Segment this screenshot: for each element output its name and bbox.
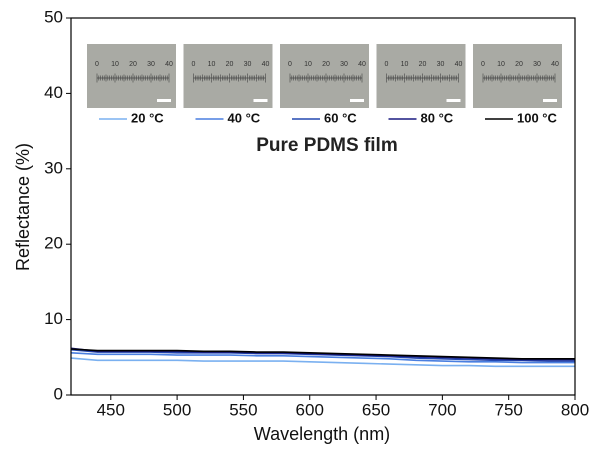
- x-tick-label: 450: [97, 400, 125, 419]
- ruler-label: 10: [304, 61, 312, 68]
- x-tick-label: 550: [229, 400, 257, 419]
- series-line: [70, 357, 575, 368]
- ruler-label: 20: [322, 61, 330, 68]
- series-line: [70, 351, 575, 364]
- ruler-label: 20: [419, 61, 427, 68]
- ruler-label: 30: [437, 61, 445, 68]
- scale-bar: [253, 99, 268, 102]
- ruler-label: 40: [358, 61, 366, 68]
- ruler-label: 30: [244, 61, 252, 68]
- legend-label: 20 °C: [131, 110, 164, 125]
- ruler-label: 0: [385, 61, 389, 68]
- ruler-label: 40: [551, 61, 559, 68]
- scale-bar: [446, 99, 461, 102]
- x-tick-label: 650: [362, 400, 390, 419]
- annotation: Pure PDMS film: [256, 135, 397, 156]
- series-line: [70, 348, 575, 360]
- y-tick-label: 30: [44, 158, 63, 177]
- legend-label: 80 °C: [421, 110, 454, 125]
- ruler-label: 20: [226, 61, 234, 68]
- x-tick-label: 750: [494, 400, 522, 419]
- legend-label: 60 °C: [324, 110, 357, 125]
- y-tick-label: 50: [44, 7, 63, 26]
- scale-bar: [543, 99, 557, 102]
- scale-bar: [157, 99, 171, 102]
- legend-label: 100 °C: [517, 110, 558, 125]
- x-tick-label: 700: [428, 400, 456, 419]
- x-tick-label: 500: [163, 400, 191, 419]
- ruler-label: 40: [455, 61, 463, 68]
- x-axis-label: Wavelength (nm): [254, 424, 390, 444]
- ruler-label: 30: [147, 61, 155, 68]
- y-tick-label: 20: [44, 234, 63, 253]
- x-tick-label: 800: [561, 400, 589, 419]
- plot-frame: [70, 17, 576, 396]
- scale-bar: [350, 99, 364, 102]
- legend-label: 40 °C: [228, 110, 261, 125]
- ruler-label: 10: [111, 61, 119, 68]
- ruler-label: 0: [481, 61, 485, 68]
- ruler-label: 0: [192, 61, 196, 68]
- y-tick-label: 10: [44, 309, 63, 328]
- ruler-label: 10: [208, 61, 216, 68]
- ruler-label: 30: [340, 61, 348, 68]
- y-axis-label: Reflectance (%): [13, 143, 33, 271]
- ruler-label: 40: [165, 61, 173, 68]
- ruler-label: 20: [129, 61, 137, 68]
- ruler-label: 0: [95, 61, 99, 68]
- y-tick-label: 40: [44, 83, 63, 102]
- ruler-label: 10: [497, 61, 505, 68]
- ruler-label: 30: [533, 61, 541, 68]
- ruler-label: 0: [288, 61, 292, 68]
- x-tick-label: 600: [296, 400, 324, 419]
- ruler-label: 20: [515, 61, 523, 68]
- ruler-label: 10: [401, 61, 409, 68]
- ruler-label: 40: [262, 61, 270, 68]
- y-tick-label: 0: [54, 384, 63, 403]
